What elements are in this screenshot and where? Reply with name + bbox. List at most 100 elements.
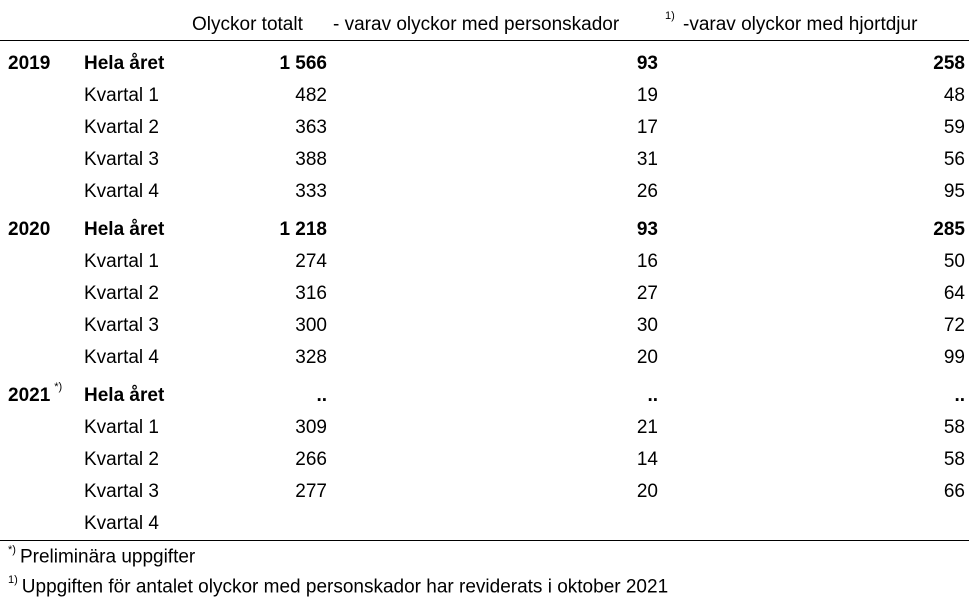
table-row: Kvartal 2 363 17 59 [0,117,975,143]
row-year [8,347,12,369]
cell-injuries: 27 [636,283,658,304]
cell-total: 1 566 [279,53,327,74]
row-period: Kvartal 3 [84,149,159,170]
table-row: 2020 Hela året 1 218 93 285 [0,219,975,245]
row-period: Kvartal 1 [84,251,159,272]
cell-injuries: 16 [636,251,658,272]
row-year [8,513,12,535]
cell-total: 388 [295,149,327,170]
cell-deer: 95 [943,181,965,202]
cell-total: 309 [295,417,327,438]
cell-deer: 66 [943,481,965,502]
column-header-deer: -varav olyckor med hjortdjur [683,14,918,35]
row-year [8,449,12,471]
cell-total: 266 [295,449,327,470]
cell-deer: 99 [943,347,965,368]
row-period: Hela året [84,219,165,240]
row-year [8,117,12,139]
table-row: 2019 Hela året 1 566 93 258 [0,53,975,79]
cell-injuries: 26 [636,181,658,202]
cell-injuries: 21 [636,417,658,438]
row-year: 2019 [8,53,54,75]
row-year-label: 2020 [8,219,51,240]
row-year [8,251,12,273]
table-bottom-divider [0,540,969,541]
cell-injuries: 93 [636,219,658,240]
cell-total: 300 [295,315,327,336]
cell-deer: 258 [933,53,965,74]
cell-total: 316 [295,283,327,304]
row-year [8,149,12,171]
row-period: Kvartal 4 [84,181,159,202]
table-row: Kvartal 2 316 27 64 [0,283,975,309]
column-header-injuries: - varav olyckor med personskador [333,14,620,35]
cell-injuries: 19 [636,85,658,106]
cell-deer: 50 [943,251,965,272]
row-year [8,181,12,203]
row-period: Kvartal 4 [84,347,159,368]
cell-total: 333 [295,181,327,202]
footnote-revised: 1) Uppgiften för antalet olyckor med pers… [8,574,669,598]
row-year [8,481,12,503]
row-year [8,417,12,439]
row-year [8,283,12,305]
cell-injuries: 14 [636,449,658,470]
header-divider [0,40,969,41]
row-year-label: 2021 [8,385,51,406]
column-header-total: Olyckor totalt [192,14,303,35]
footnote-revised-text: Uppgiften för antalet olyckor med person… [21,576,669,598]
cell-injuries: 30 [636,315,658,336]
cell-deer: 59 [943,117,965,138]
cell-injuries: 20 [636,481,658,502]
row-period: Kvartal 1 [84,85,159,106]
row-period: Kvartal 2 [84,449,159,470]
row-year: 2020 [8,219,54,241]
cell-deer: 58 [943,417,965,438]
footnote-preliminary-mark: *) [8,544,16,556]
cell-deer: 48 [943,85,965,106]
table-row: Kvartal 4 328 20 99 [0,347,975,373]
cell-deer: 56 [943,149,965,170]
row-period: Kvartal 4 [84,513,159,534]
row-period: Hela året [84,385,165,406]
cell-deer: .. [954,385,965,406]
table-row: Kvartal 1 274 16 50 [0,251,975,277]
cell-total: 363 [295,117,327,138]
row-year: 2021 *) [8,381,62,407]
cell-total: .. [316,385,327,406]
table-row: Kvartal 4 [0,513,975,539]
row-year [8,85,12,107]
row-period: Kvartal 3 [84,315,159,336]
row-period: Hela året [84,53,165,74]
cell-total: 328 [295,347,327,368]
cell-total: 274 [295,251,327,272]
row-period: Kvartal 2 [84,283,159,304]
row-year-footnote-mark: *) [54,381,63,393]
row-period: Kvartal 1 [84,417,159,438]
cell-deer: 285 [933,219,965,240]
table-row: Kvartal 3 277 20 66 [0,481,975,507]
table-row: Kvartal 3 388 31 56 [0,149,975,175]
row-period: Kvartal 2 [84,117,159,138]
footnote-preliminary: *) Preliminära uppgifter [8,544,196,568]
table-row: Kvartal 3 300 30 72 [0,315,975,341]
row-year-label: 2019 [8,53,51,74]
table-row: Kvartal 1 482 19 48 [0,85,975,111]
cell-deer: 64 [943,283,965,304]
cell-injuries: 31 [636,149,658,170]
footnote-revised-mark: 1) [8,574,18,586]
column-header-injuries-footnote-mark: 1) [665,10,675,22]
table-row: Kvartal 4 333 26 95 [0,181,975,207]
cell-injuries: .. [647,385,658,406]
table-row: 2021 *) Hela året...... [0,381,975,411]
row-period: Kvartal 3 [84,481,159,502]
cell-deer: 58 [943,449,965,470]
cell-injuries: 17 [636,117,658,138]
cell-deer: 72 [943,315,965,336]
table-row: Kvartal 1 309 21 58 [0,417,975,443]
cell-total: 277 [295,481,327,502]
cell-injuries: 93 [636,53,658,74]
cell-injuries: 20 [636,347,658,368]
footnote-preliminary-text: Preliminära uppgifter [19,546,196,568]
cell-total: 1 218 [279,219,327,240]
